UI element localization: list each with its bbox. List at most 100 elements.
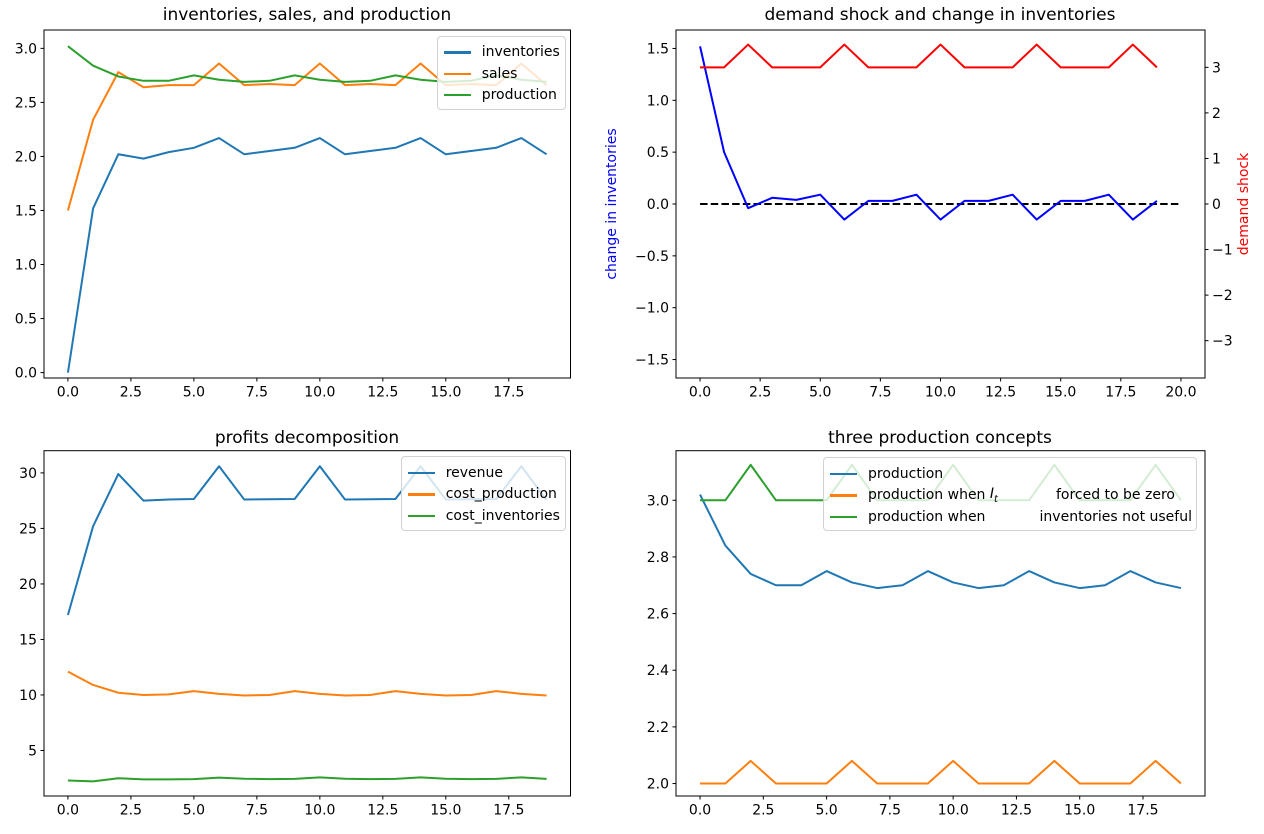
legend-line-sample: [407, 514, 435, 518]
x-tick-label: 12.5: [367, 385, 398, 401]
legend-label-text: cost_production: [445, 486, 557, 503]
y-tick-label: 2.2: [647, 720, 669, 736]
chart-three-production-concepts: 0.0 2.5 5.0 7.5 10.0 12.5 15.0 17.5 2.0 2.2 2.4 2.6…: [647, 450, 1206, 819]
chart-title-profits-decomposition: profits decomposition: [214, 428, 400, 448]
y-tick-label: 0.0: [15, 366, 37, 382]
y-tick-label: 0.0: [647, 197, 669, 213]
legend-line-sample: [443, 51, 471, 54]
legend-item: revenue: [402, 462, 561, 483]
y-tick-right-label: −2: [1212, 288, 1233, 304]
y-tick-label: 2.4: [647, 663, 669, 679]
legend-label-text: production: [868, 465, 944, 482]
y-tick-label: −1.0: [635, 301, 669, 317]
series-cost_production-line: [67, 670, 547, 697]
y-tick-right-label: 0: [1212, 197, 1221, 213]
y-tick-right-label: −1: [1212, 243, 1233, 259]
legend-inventories-sales-production: inventories sales production: [436, 35, 566, 110]
y-tick-right-label: 3: [1212, 60, 1221, 76]
legend-label-text: sales: [481, 65, 518, 82]
x-tick-label: 7.5: [246, 803, 268, 819]
legend-label-text: inventories not useful: [1039, 508, 1192, 525]
y-tick-label: −0.5: [635, 249, 669, 265]
y-tick-label: 20: [19, 577, 37, 593]
y-tick-label: 10: [19, 688, 37, 704]
y-tick-label: 0.5: [15, 312, 37, 328]
x-tick-label: 15.0: [430, 803, 461, 819]
x-tick-label: 17.5: [1127, 803, 1158, 819]
y-tick-label: −1.5: [635, 353, 669, 369]
y-tick-label: 2.8: [647, 550, 669, 566]
y-tick-label: 2.0: [647, 777, 669, 793]
x-tick-label: 17.5: [493, 385, 524, 401]
legend-three-production-concepts: production production when It forced to be…: [823, 457, 1197, 532]
chart-demand-shock-change-in-inventories: 0.0 2.5 5.0 7.5 10.0 12.5 15.0 17.5 20.0−1.5−1.0…: [635, 29, 1233, 401]
x-tick-label: 2.5: [120, 385, 142, 401]
y-tick-label: 30: [19, 466, 37, 482]
legend-line-sample: [443, 93, 471, 97]
axes-frame: [675, 450, 1206, 797]
y-tick-label: 2.6: [647, 607, 669, 623]
legend-item: cost_production: [402, 484, 561, 505]
x-tick-label: 10.0: [938, 803, 969, 819]
chart-title-inventories-sales-production: inventories, sales, and production: [162, 5, 452, 25]
legend-line-sample: [830, 494, 857, 497]
y-tick-label: 0.5: [647, 145, 669, 161]
x-tick-label: 15.0: [1045, 385, 1076, 401]
y-tick-label: 3.0: [15, 41, 37, 57]
legend-item: inventories: [438, 42, 561, 63]
x-tick-label: 20.0: [1165, 385, 1196, 401]
legend-label-text: revenue: [445, 465, 504, 482]
ylabel-demand-shock: demand shock: [1236, 152, 1252, 256]
y-tick-label: 1.0: [647, 93, 669, 109]
legend-label-text: cost_inventories: [445, 507, 560, 524]
legend-gap: [998, 495, 1056, 496]
legend-item: production when inventories not useful: [824, 506, 1192, 527]
series-change-in-inventories-line: [699, 46, 1158, 221]
y-tick-label: 15: [19, 632, 37, 648]
legend-math-subscript: t: [994, 493, 998, 505]
legend-line-sample: [830, 515, 857, 519]
y-tick-label: 1.5: [647, 41, 669, 57]
legend-gap: [985, 516, 1039, 517]
y-tick-label: 3.0: [647, 493, 669, 509]
x-tick-label: 15.0: [430, 385, 461, 401]
x-tick-label: 0.0: [57, 385, 79, 401]
legend-label-text: forced to be zero: [1055, 487, 1175, 504]
legend-line-sample: [407, 471, 435, 475]
x-tick-label: 7.5: [246, 385, 268, 401]
x-tick-label: 5.0: [183, 803, 205, 819]
legend-label-text: inventories: [481, 44, 560, 61]
y-tick-right-label: 2: [1212, 106, 1221, 122]
chart-profits-decomposition: 0.0 2.5 5.0 7.5 10.0 12.5 15.0 17.5 5 10 15 20 25 30: [19, 450, 571, 819]
y-tick-label: 25: [19, 521, 37, 537]
chart-inventories-sales-production: 0.0 2.5 5.0 7.5 10.0 12.5 15.0 17.5 0.0 0.5 1.0 1.5…: [15, 29, 571, 401]
y-tick-label: 5: [28, 743, 37, 759]
axes-frame: [43, 29, 571, 379]
series-inventories-line: [66, 137, 548, 373]
chart-title-demand-shock: demand shock and change in inventories: [764, 5, 1116, 25]
legend-item: sales: [438, 63, 561, 84]
x-tick-label: 7.5: [869, 385, 891, 401]
x-tick-label: 15.0: [1064, 803, 1095, 819]
x-tick-label: 0.0: [57, 803, 79, 819]
legend-label-text: production when: [868, 487, 990, 504]
legend-item: production when It forced to be zero: [824, 485, 1192, 506]
ylabel-change-in-inventories: change in inventories: [604, 128, 620, 280]
y-tick-right-label: −3: [1212, 334, 1233, 350]
x-tick-label: 2.5: [752, 803, 774, 819]
x-tick-label: 10.0: [925, 385, 956, 401]
series-demand-shock-line: [700, 43, 1158, 69]
x-tick-label: 12.5: [985, 385, 1016, 401]
series-production-I-forced-zero-line: [700, 759, 1182, 785]
x-tick-label: 5.0: [183, 385, 205, 401]
legend-math-var: It: [989, 485, 998, 505]
x-tick-label: 7.5: [879, 803, 901, 819]
x-tick-label: 12.5: [367, 803, 398, 819]
x-tick-label: 5.0: [809, 385, 831, 401]
series-cost_inventories-line: [67, 776, 547, 783]
y-tick-label: 1.0: [15, 258, 37, 274]
legend-item: production: [438, 84, 561, 105]
y-tick-label: 1.5: [15, 203, 37, 219]
